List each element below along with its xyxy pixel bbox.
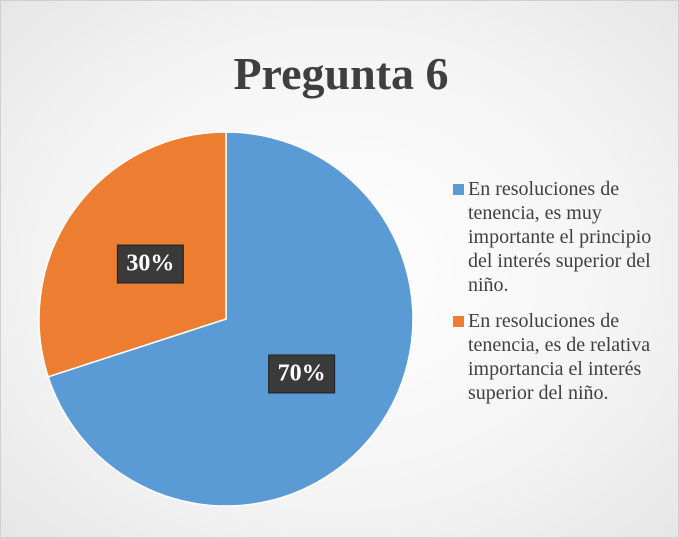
legend-item: En resoluciones de tenencia, es muy impo… — [453, 177, 663, 297]
data-label-box — [268, 354, 336, 394]
legend-label: En resoluciones de tenencia, es muy impo… — [468, 178, 652, 296]
data-label: 70% — [278, 360, 326, 386]
legend-label: En resoluciones de tenencia, es de relat… — [468, 310, 651, 404]
legend-swatch — [453, 184, 464, 195]
data-label-box — [116, 244, 184, 284]
data-label: 30% — [126, 251, 174, 277]
legend: En resoluciones de tenencia, es muy impo… — [453, 177, 663, 417]
legend-swatch — [453, 316, 464, 327]
chart-title: Pregunta 6 — [233, 48, 448, 99]
legend-item: En resoluciones de tenencia, es de relat… — [453, 309, 663, 405]
pie-slice — [47, 131, 414, 507]
